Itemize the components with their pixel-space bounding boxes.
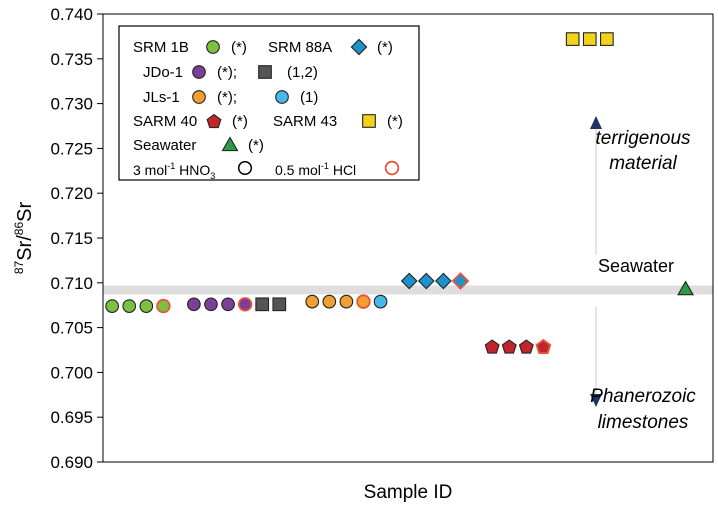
y-tick-label: 0.740 [50, 5, 93, 24]
point-srm-1b [139, 299, 154, 313]
legend-acid-sup: -1 [167, 161, 175, 171]
y-tick-label: 0.715 [50, 229, 93, 248]
point-jls-1 [373, 294, 388, 309]
point-srm-1b [105, 299, 119, 313]
point-sarm-40 [501, 339, 517, 354]
annotation-phanerozoic: Phanerozoic [590, 386, 696, 407]
legend-marker-circle [192, 65, 206, 79]
point-srm-88a [417, 272, 435, 290]
arrow-up-head [590, 116, 602, 129]
legend-marker-hcl [384, 160, 400, 176]
y-axis-label-text: Sr/ [14, 235, 36, 261]
seawater-band [103, 285, 713, 295]
point-jdo-1 [187, 297, 201, 312]
legend-marker-circle [275, 90, 289, 104]
legend-label: SRM 1B [133, 39, 189, 56]
legend-marker-circle [206, 40, 220, 54]
legend-marker-circle [192, 90, 206, 104]
legend-acid-hcl: 0.5 mol-1 HCl [275, 161, 356, 178]
y-tick-label: 0.735 [50, 50, 93, 69]
point-srm-1b [122, 299, 137, 313]
legend-label: (*); [217, 64, 237, 81]
point-srm-88a [451, 272, 470, 290]
point-jls-1 [356, 294, 371, 309]
legend-label: SRM 88A [268, 39, 332, 56]
legend-label: JDo-1 [143, 64, 183, 81]
y-axis: 0.690 0.695 0.700 0.705 0.710 0.715 0.720 0.725… [50, 5, 103, 472]
point-sarm-43 [565, 32, 580, 46]
legend-label: (*) [231, 39, 247, 56]
arrow-down-head [590, 394, 602, 407]
legend-marker-square [362, 114, 376, 128]
legend-label: (*) [232, 113, 248, 130]
y-tick-label: 0.695 [50, 408, 93, 427]
point-jdo-1 [237, 297, 253, 312]
point-jdo-1 [255, 297, 270, 312]
legend-acid-text: 3 mol [133, 162, 167, 178]
legend-marker-triangle [221, 136, 239, 152]
point-srm-88a [435, 272, 452, 290]
y-tick-label: 0.710 [50, 274, 93, 293]
legend-label: SARM 40 [133, 113, 197, 130]
point-sarm-40 [535, 338, 552, 354]
annotation-terrigenous: terrigenous [595, 128, 691, 149]
point-jdo-1 [204, 297, 218, 312]
legend-marker-diamond [350, 38, 368, 56]
y-axis-label-sup: 86 [12, 222, 26, 236]
point-sarm-40 [484, 339, 500, 354]
legend-label: Seawater [133, 137, 196, 154]
legend-label: (*) [248, 137, 264, 154]
point-jdo-1 [221, 297, 235, 312]
point-srm-88a [400, 272, 418, 290]
legend-box [118, 25, 420, 181]
legend-label: JLs-1 [143, 89, 180, 106]
y-axis-label: 87Sr/86Sr [12, 202, 36, 275]
point-jdo-1 [272, 297, 287, 312]
legend-acid-text: 0.5 mol [275, 162, 321, 178]
legend-label: SARM 43 [273, 113, 337, 130]
y-tick-label: 0.700 [50, 363, 93, 382]
legend-marker-pentagon [206, 113, 222, 129]
legend-acid-sup: -1 [321, 161, 329, 171]
point-sarm-43 [582, 32, 597, 46]
y-tick-label: 0.720 [50, 184, 93, 203]
annotation-phanerozoic: limestones [598, 412, 689, 433]
point-sarm-40 [518, 339, 534, 354]
y-axis-label-text: Sr [14, 202, 36, 222]
legend-acid-text: HNO [175, 162, 210, 178]
legend-label: (1) [300, 89, 318, 106]
legend-acid-text: HCl [329, 162, 356, 178]
y-tick-label: 0.730 [50, 95, 93, 114]
point-srm-1b [156, 298, 171, 314]
y-axis-label-sup: 87 [12, 260, 26, 274]
legend: SRM 1B (*) SRM 88A (*) JDo-1 (*); (1,2) JLs-1 (*… [118, 25, 420, 181]
point-sarm-43 [600, 32, 614, 46]
legend-marker-hno3 [237, 160, 253, 176]
legend-label: (1,2) [287, 64, 318, 81]
y-tick-label: 0.725 [50, 139, 93, 158]
legend-acid-sub: 3 [210, 171, 215, 181]
legend-label: (*); [217, 89, 237, 106]
data-points [105, 32, 694, 354]
y-tick-label: 0.705 [50, 319, 93, 338]
legend-label: (*) [387, 113, 403, 130]
annotation-seawater: Seawater [598, 256, 674, 276]
point-jls-1 [305, 294, 320, 309]
point-jls-1 [322, 294, 337, 309]
x-axis-label: Sample ID [364, 482, 453, 503]
point-seawater [677, 280, 694, 296]
legend-acid-hno3: 3 mol-1 HNO3 [133, 161, 215, 181]
arrow-down [590, 307, 602, 407]
arrow-up [590, 116, 602, 255]
y-tick-label: 0.690 [50, 453, 93, 472]
annotation-terrigenous: material [609, 153, 677, 174]
point-jls-1 [339, 294, 354, 309]
legend-marker-square [258, 65, 272, 79]
legend-label: (*) [377, 39, 393, 56]
